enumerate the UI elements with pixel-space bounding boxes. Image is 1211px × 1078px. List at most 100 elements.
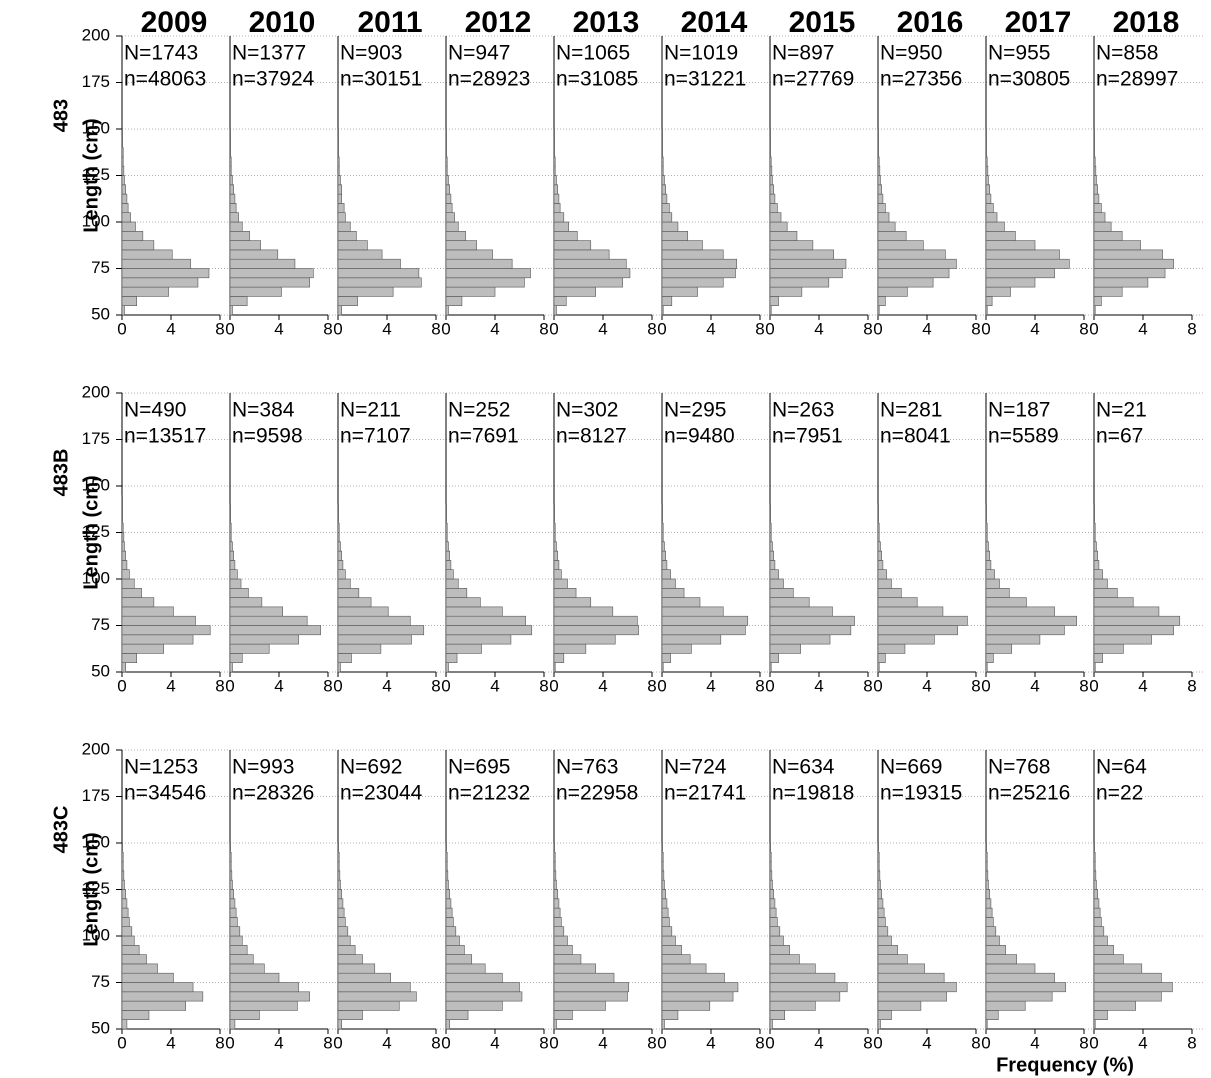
bar [445,615,526,626]
bar [337,662,341,673]
n-label: N=1377 [232,42,306,65]
bar [985,286,1011,297]
n-label: N=993 [232,756,294,779]
bar [877,1000,922,1011]
bar [985,175,989,186]
bar [1093,240,1141,251]
bar [229,972,280,983]
n-label: N=768 [988,756,1050,779]
x-tick-label: 8 [1187,319,1196,338]
bar [985,240,1036,251]
bar [985,1010,999,1021]
bar [877,1019,881,1030]
bar [553,221,569,232]
n-label: N=692 [340,756,402,779]
x-tick-label: 0 [981,1033,990,1052]
bar [661,842,663,853]
y-tick-label: 50 [91,661,110,680]
bar [553,286,596,297]
year-title: 2018 [1113,6,1180,39]
x-tick-label: 8 [1079,1033,1088,1052]
bar [1093,175,1097,186]
x-tick-label: 8 [539,319,548,338]
bar [877,569,887,580]
bar [337,277,422,288]
bar [121,972,174,983]
bar [769,550,774,561]
bar [553,879,557,890]
bar [121,842,123,853]
bar [445,662,449,673]
bar [337,138,339,148]
bar [877,935,892,946]
bar [1093,587,1118,598]
x-tick-label: 4 [166,676,175,695]
bar [445,944,465,955]
bar [985,184,990,195]
bar [769,954,800,965]
bar [553,898,560,909]
bar [1093,203,1102,213]
bar [769,504,771,515]
bar [229,231,250,241]
bar [661,944,682,955]
bar [121,926,133,937]
bar [1093,625,1174,636]
bar [121,494,123,505]
x-tick-label: 0 [441,1033,450,1052]
bar [337,578,351,589]
bar [1093,982,1173,993]
bar [661,156,664,167]
bar [985,615,1077,626]
bar [337,889,342,900]
bar [1093,944,1114,955]
x-tick-label: 0 [333,676,342,695]
bar [337,184,342,195]
bar [337,842,339,853]
bar [1093,991,1162,1002]
bar [229,296,248,306]
bar [985,926,997,937]
n-label: n=27769 [772,68,854,91]
bar [553,128,555,139]
n-label: N=950 [880,42,942,65]
bar [445,982,520,993]
bar [769,240,814,251]
bar [337,917,346,928]
bar [661,898,668,909]
y-tick-label: 150 [82,475,110,494]
n-label: n=7107 [340,425,411,448]
bar [337,296,358,306]
bar [229,560,236,571]
bar [229,522,232,533]
n-label: n=5589 [988,425,1059,448]
bar [985,991,1053,1002]
bar [985,1000,1026,1011]
x-tick-label: 8 [971,319,980,338]
bar [985,625,1065,636]
bar [121,249,173,260]
bar [985,541,989,552]
bar [445,532,448,543]
bar [769,249,835,260]
year-title: 2013 [573,6,640,39]
bar [985,634,1041,645]
x-tick-label: 8 [863,676,872,695]
bar [121,305,125,316]
bar [121,597,155,608]
bar [445,1019,450,1030]
bar [1093,889,1098,900]
bar [553,268,631,279]
x-tick-label: 8 [1187,1033,1196,1052]
n-label: N=21 [1096,399,1147,422]
bar [769,851,772,862]
x-tick-label: 0 [765,676,774,695]
bar [337,231,357,241]
bar [121,662,126,673]
bar [877,184,882,195]
bar [985,249,1060,260]
bar [445,634,512,645]
bar [229,870,233,881]
bar [877,625,958,636]
